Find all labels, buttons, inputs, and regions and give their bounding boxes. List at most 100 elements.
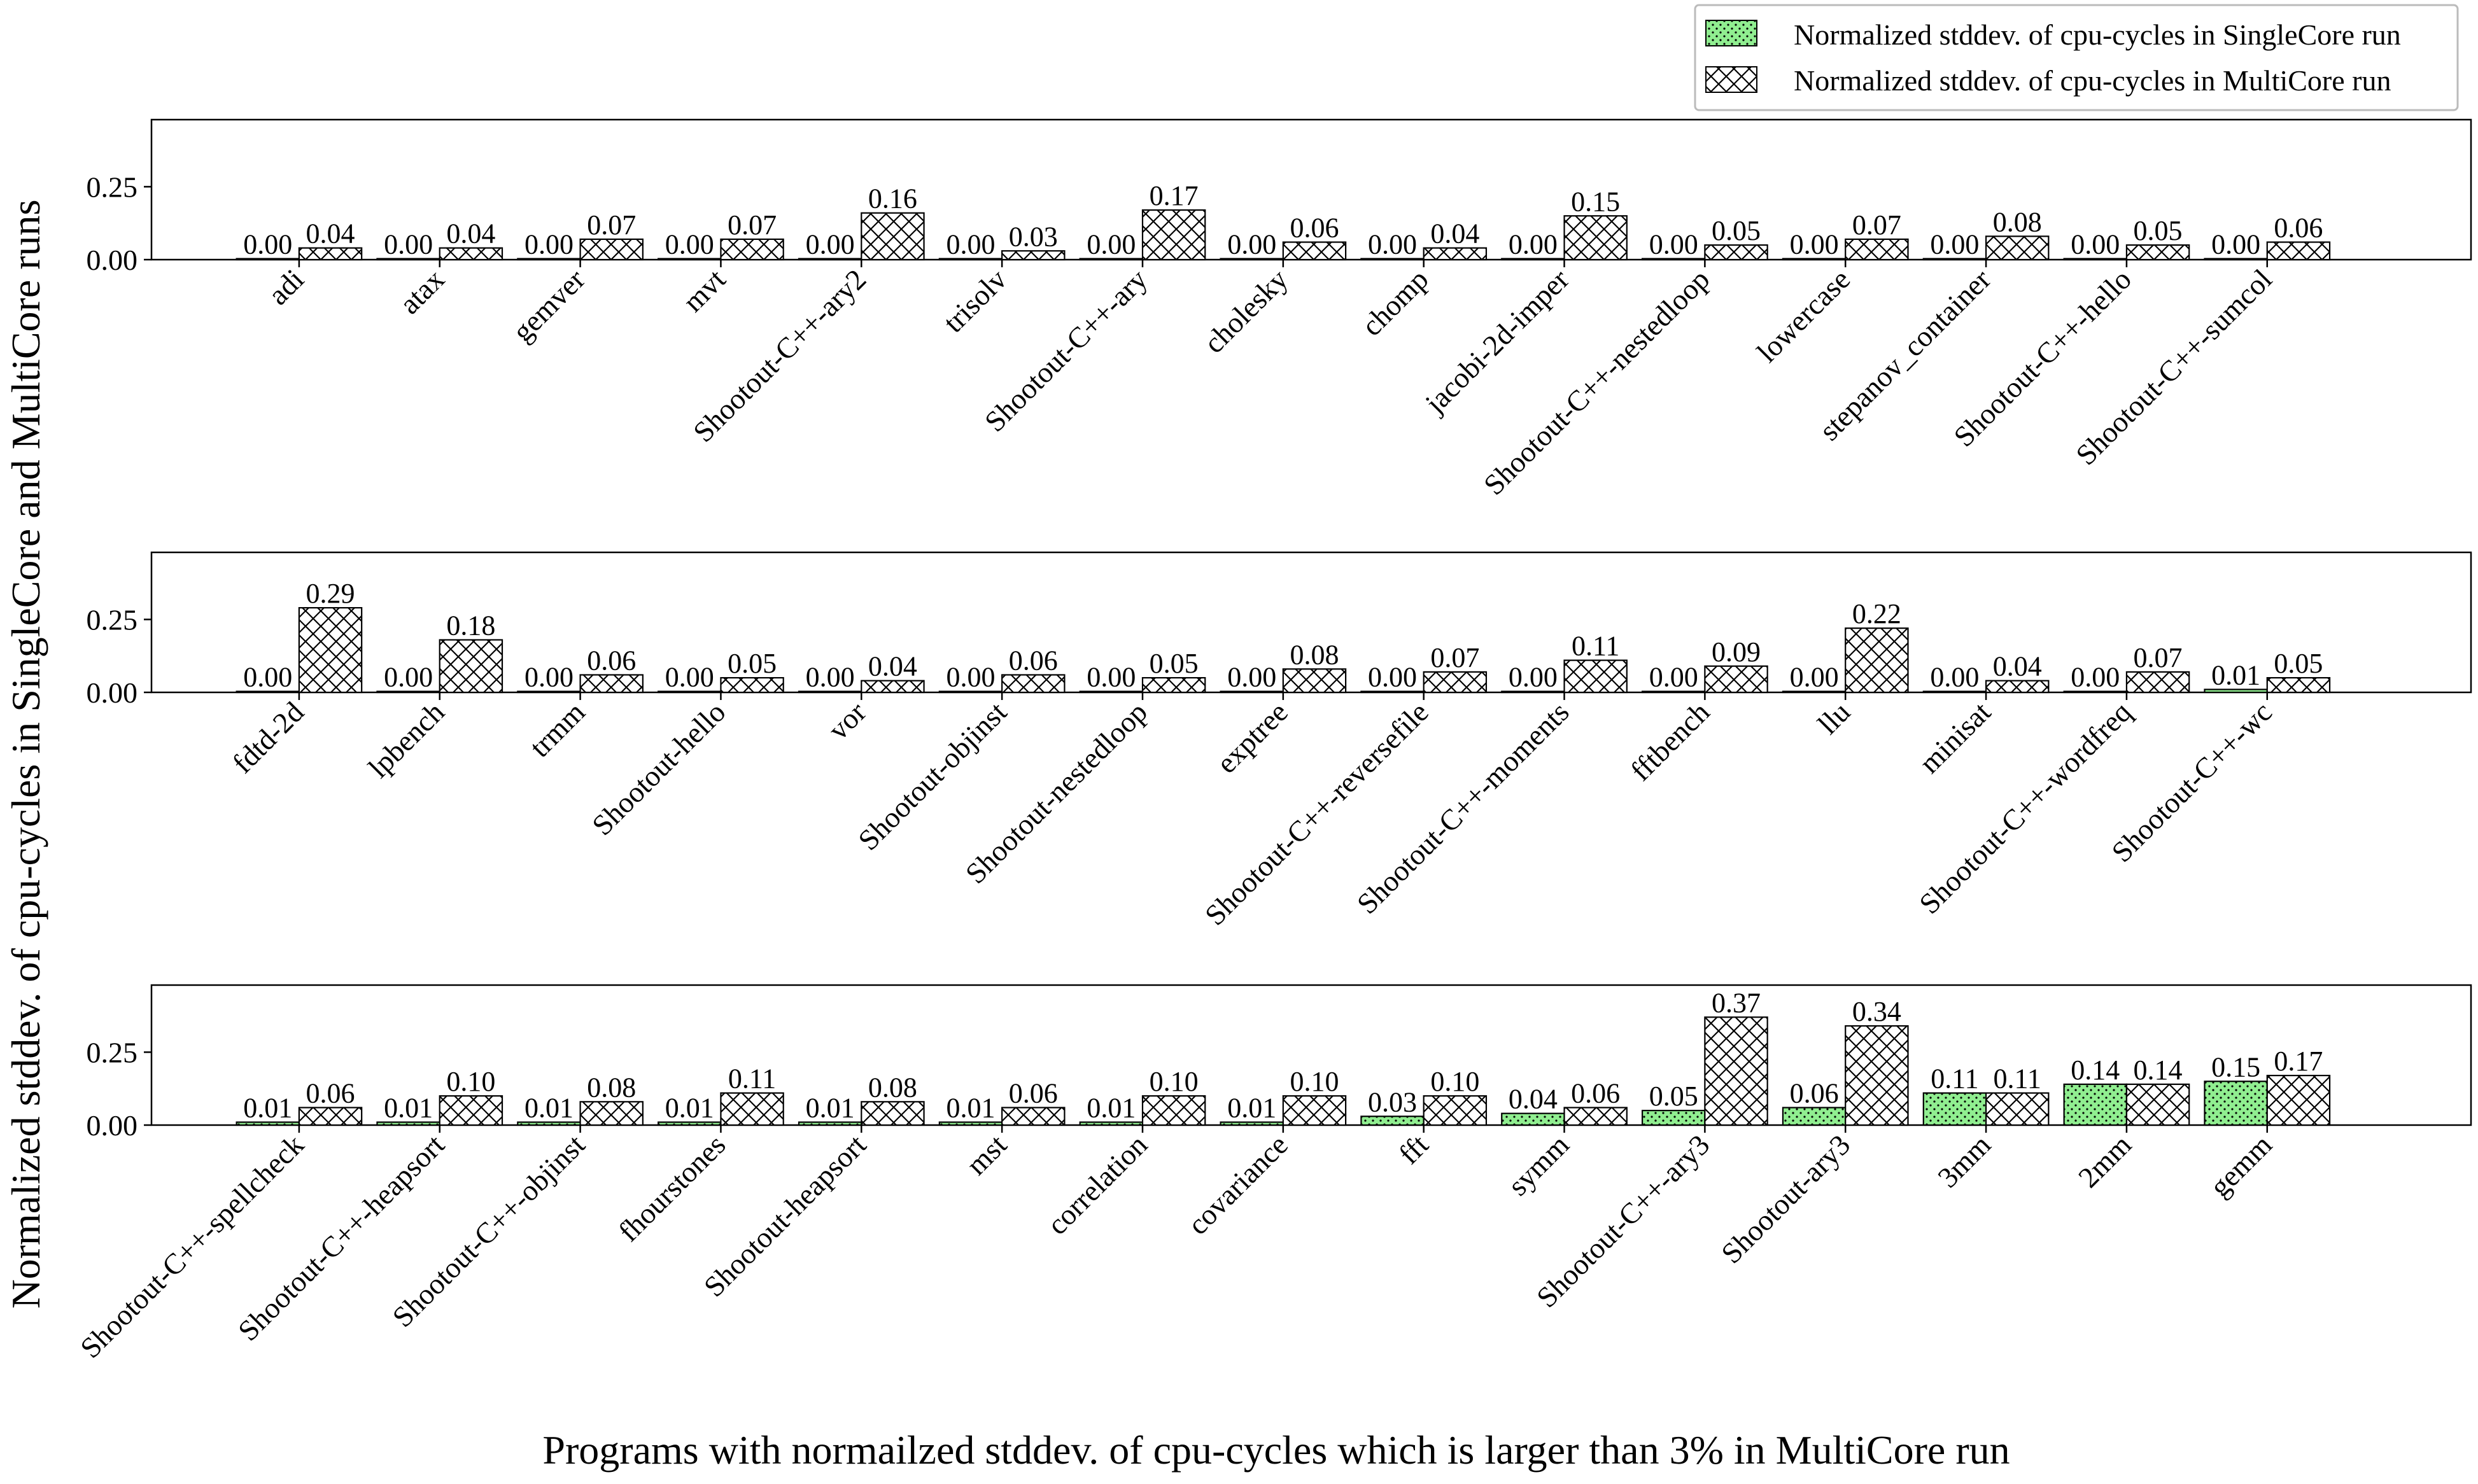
- data-label-multicore: 0.03: [1009, 221, 1058, 252]
- data-label-singlecore: 0.00: [1649, 662, 1698, 693]
- data-label-multicore: 0.16: [868, 183, 917, 214]
- panel-2: 0.000.250.000.29fdtd-2d0.000.18lpbench0.…: [87, 551, 2472, 932]
- x-tick-label: exptree: [1210, 696, 1294, 780]
- x-tick-label: mst: [960, 1128, 1013, 1181]
- bar-singlecore: [1501, 1112, 1565, 1126]
- data-label-singlecore: 0.00: [665, 662, 714, 693]
- x-tick-label: Shootout-objinst: [852, 696, 1013, 857]
- bar-multicore: [861, 680, 925, 694]
- data-label-singlecore: 0.01: [2211, 659, 2260, 690]
- data-label-singlecore: 0.00: [665, 229, 714, 260]
- data-label-singlecore: 0.00: [1509, 229, 1558, 260]
- data-label-multicore: 0.08: [587, 1072, 636, 1103]
- data-label-multicore: 0.06: [2274, 213, 2323, 244]
- legend-swatch-single: [1705, 20, 1757, 46]
- y-tick-label: 0.25: [87, 603, 138, 636]
- data-label-singlecore: 0.00: [1790, 662, 1839, 693]
- data-label-singlecore: 0.00: [2071, 662, 2120, 693]
- bar-multicore: [2125, 671, 2190, 694]
- bar-multicore: [1985, 1092, 2050, 1126]
- data-label-singlecore: 0.00: [1368, 662, 1417, 693]
- data-label-multicore: 0.04: [1430, 218, 1479, 249]
- data-label-multicore: 0.04: [1993, 651, 2042, 682]
- x-tick-label: symm: [1502, 1128, 1575, 1202]
- bar-multicore: [1563, 215, 1628, 261]
- data-label-multicore: 0.06: [1571, 1078, 1620, 1109]
- bar-multicore: [298, 247, 363, 261]
- data-label-singlecore: 0.00: [946, 662, 995, 693]
- legend-frame: [1694, 4, 2459, 111]
- data-label-singlecore: 0.00: [946, 229, 995, 260]
- data-label-singlecore: 0.00: [1930, 229, 1979, 260]
- data-label-singlecore: 0.00: [524, 662, 574, 693]
- x-tick-label: trmm: [523, 696, 591, 764]
- bar-singlecore: [2204, 1081, 2268, 1126]
- bar-multicore: [1141, 1095, 1206, 1126]
- data-label-singlecore: 0.00: [806, 662, 855, 693]
- data-label-multicore: 0.08: [868, 1072, 917, 1103]
- data-label-multicore: 0.07: [587, 209, 636, 241]
- data-label-singlecore: 0.00: [1790, 229, 1839, 260]
- data-label-singlecore: 0.01: [806, 1092, 855, 1123]
- data-label-singlecore: 0.00: [1227, 229, 1276, 260]
- data-label-multicore: 0.22: [1852, 598, 1901, 629]
- bar-multicore: [439, 1095, 503, 1126]
- bar-multicore: [1141, 676, 1206, 694]
- data-label-multicore: 0.10: [1290, 1066, 1339, 1097]
- bar-multicore: [579, 238, 644, 261]
- data-label-singlecore: 0.00: [384, 229, 433, 260]
- data-label-singlecore: 0.15: [2211, 1051, 2260, 1082]
- x-tick-label: jacobi-2d-imper: [1418, 263, 1575, 420]
- data-label-multicore: 0.07: [1852, 209, 1901, 241]
- data-label-multicore: 0.10: [1150, 1066, 1199, 1097]
- bar-multicore: [1141, 209, 1206, 261]
- x-tick-label: fftbench: [1624, 696, 1716, 787]
- data-label-singlecore: 0.00: [1649, 229, 1698, 260]
- data-label-singlecore: 0.06: [1790, 1078, 1839, 1109]
- x-tick-label: fhourstones: [612, 1128, 732, 1248]
- data-label-multicore: 0.05: [2274, 648, 2323, 679]
- bar-multicore: [1423, 671, 1488, 694]
- bar-multicore: [1001, 674, 1066, 694]
- data-label-singlecore: 0.14: [2071, 1054, 2120, 1086]
- y-tick-label: 0.00: [87, 1109, 138, 1142]
- bar-multicore: [1282, 241, 1347, 261]
- bar-multicore: [2125, 244, 2190, 261]
- legend: Normalized stddev. of cpu-cycles in Sing…: [1694, 4, 2459, 111]
- bar-singlecore: [2063, 1083, 2128, 1126]
- bar-multicore: [1563, 1107, 1628, 1126]
- x-tick-label: mvt: [677, 263, 732, 318]
- data-label-multicore: 0.05: [2134, 215, 2183, 246]
- data-label-multicore: 0.14: [2134, 1054, 2183, 1086]
- data-label-singlecore: 0.01: [243, 1092, 292, 1123]
- data-label-singlecore: 0.01: [384, 1092, 433, 1123]
- data-label-singlecore: 0.00: [524, 229, 574, 260]
- bar-multicore: [1423, 1095, 1488, 1126]
- y-tick-label: 0.00: [87, 676, 138, 709]
- data-label-singlecore: 0.00: [1087, 662, 1136, 693]
- bar-multicore: [1282, 1095, 1347, 1126]
- bar-multicore: [861, 1101, 925, 1126]
- data-label-multicore: 0.11: [1994, 1063, 2041, 1095]
- data-label-singlecore: 0.00: [384, 662, 433, 693]
- data-label-singlecore: 0.00: [1509, 662, 1558, 693]
- y-tick-label: 0.25: [87, 1036, 138, 1068]
- data-label-singlecore: 0.03: [1368, 1086, 1417, 1117]
- x-tick-label: vor: [822, 696, 872, 746]
- bar-multicore: [2125, 1083, 2190, 1126]
- data-label-multicore: 0.10: [1430, 1066, 1479, 1097]
- x-tick-label: lpbench: [362, 696, 451, 784]
- data-label-multicore: 0.09: [1712, 636, 1761, 668]
- data-label-multicore: 0.05: [1712, 215, 1761, 246]
- x-tick-label: minisat: [1913, 696, 1997, 780]
- data-label-multicore: 0.05: [728, 648, 777, 679]
- data-label-multicore: 0.10: [446, 1066, 495, 1097]
- data-label-multicore: 0.37: [1712, 987, 1761, 1018]
- x-tick-label: 2mm: [2072, 1128, 2137, 1194]
- data-label-multicore: 0.06: [1009, 645, 1058, 676]
- data-label-singlecore: 0.00: [243, 662, 292, 693]
- legend-swatch-multi: [1705, 66, 1757, 93]
- bar-multicore: [1985, 680, 2050, 694]
